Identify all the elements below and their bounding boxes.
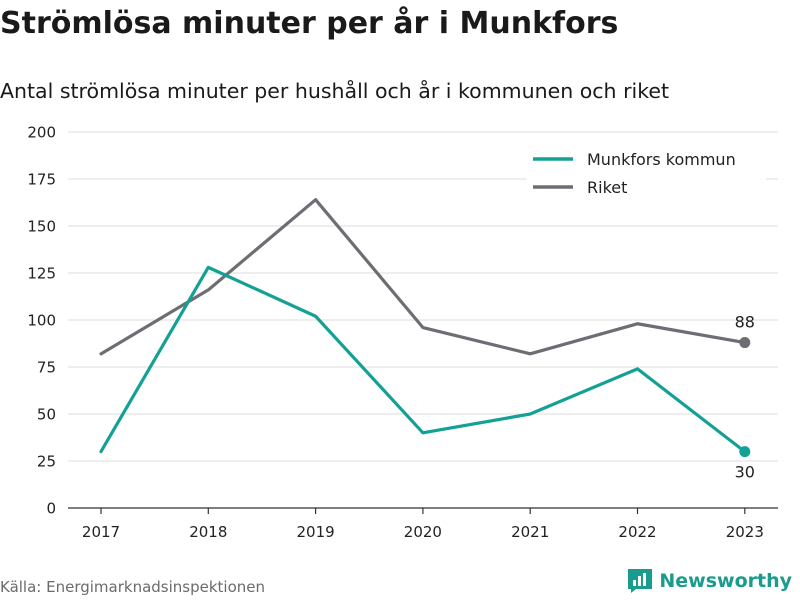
legend-background — [526, 142, 766, 202]
x-tick-label: 2019 — [297, 523, 335, 541]
legend-label: Munkfors kommun — [587, 150, 736, 169]
y-tick-label: 100 — [27, 312, 56, 330]
series-lines: 88 30 — [99, 198, 755, 482]
source-note: Källa: Energimarknadsinspektionen — [0, 578, 266, 596]
y-tick-label: 125 — [27, 265, 56, 283]
end-value-label: 88 — [735, 313, 755, 332]
gridlines — [68, 131, 778, 462]
x-tick-label: 2022 — [618, 523, 656, 541]
end-point — [739, 446, 751, 458]
y-tick-label: 25 — [37, 453, 56, 471]
legend-label: Riket — [587, 178, 627, 197]
x-tick-label: 2023 — [726, 523, 764, 541]
series-line — [99, 265, 747, 454]
y-tick-label: 50 — [37, 406, 56, 424]
end-point — [739, 337, 751, 349]
brand-logo[interactable]: Newsworthy — [627, 568, 792, 594]
x-tick-label: 2021 — [511, 523, 549, 541]
x-axis: 2017 2018 2019 2020 2021 2022 2023 — [68, 507, 778, 541]
legend: Munkfors kommun Riket — [526, 142, 766, 202]
end-value-label: 30 — [735, 463, 755, 482]
chart-title: Strömlösa minuter per år i Munkfors — [0, 6, 619, 41]
y-tick-label: 150 — [27, 218, 56, 236]
y-tick-label: 200 — [27, 124, 56, 142]
x-tick-label: 2017 — [82, 523, 120, 541]
chart-subtitle: Antal strömlösa minuter per hushåll och … — [0, 79, 669, 103]
newsworthy-logo-icon — [628, 569, 653, 593]
y-axis-ticks: 0 25 50 75 100 125 150 175 200 — [27, 124, 56, 518]
y-tick-label: 0 — [46, 500, 56, 518]
x-tick-label: 2020 — [404, 523, 442, 541]
brand-name: Newsworthy — [659, 570, 792, 592]
series-line — [99, 198, 747, 356]
y-tick-label: 175 — [27, 171, 56, 189]
x-tick-label: 2018 — [189, 523, 227, 541]
y-tick-label: 75 — [37, 359, 56, 377]
